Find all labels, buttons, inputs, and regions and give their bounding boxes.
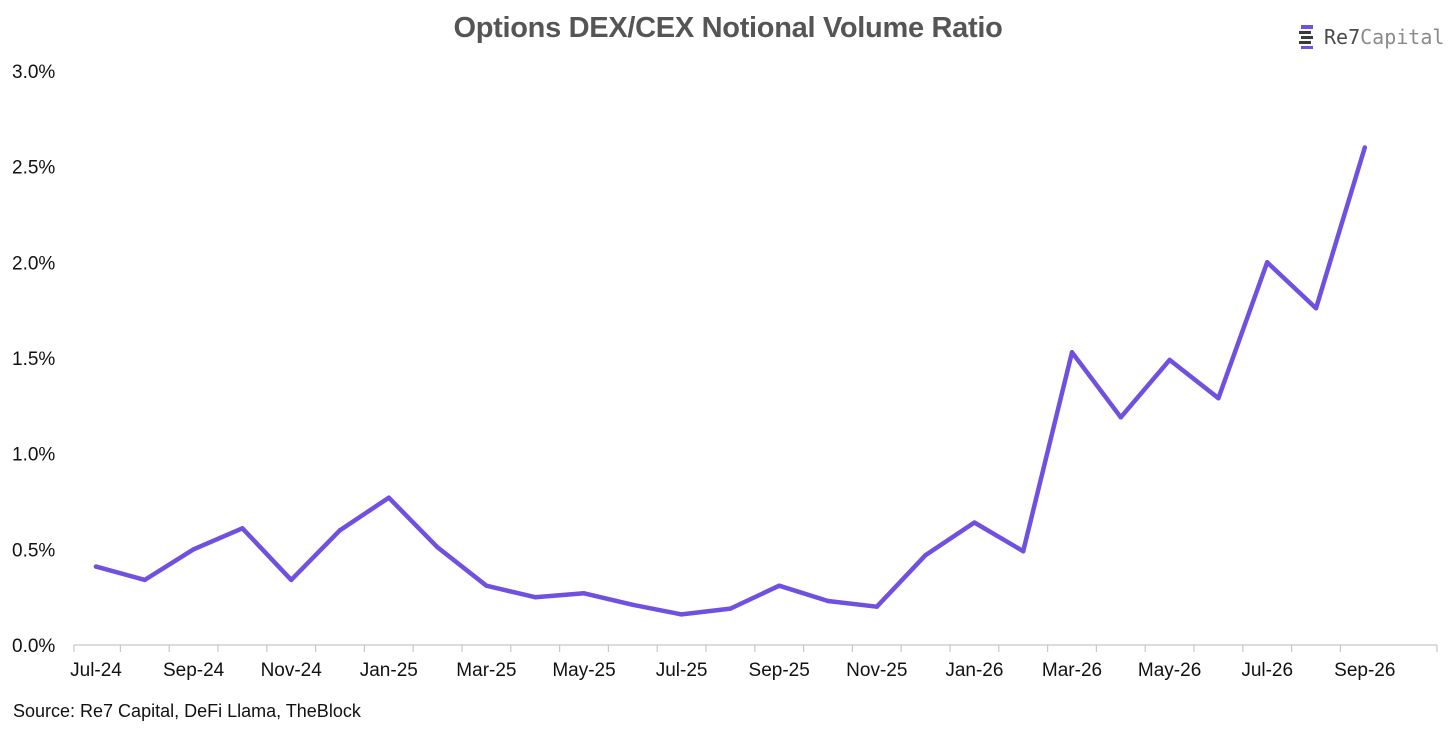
data-point bbox=[825, 598, 831, 604]
y-tick-label: 1.5% bbox=[12, 349, 55, 370]
series-line bbox=[93, 145, 1368, 617]
data-point bbox=[1167, 357, 1172, 363]
x-tick-label: Nov-25 bbox=[846, 660, 907, 681]
chart-title: Options DEX/CEX Notional Volume Ratio bbox=[453, 12, 1003, 44]
x-tick-label: Sep-26 bbox=[1334, 660, 1395, 681]
x-tick-label: Jul-25 bbox=[656, 660, 708, 681]
data-point bbox=[93, 564, 99, 569]
data-point bbox=[581, 591, 587, 596]
y-tick-label: 0.5% bbox=[12, 540, 55, 561]
data-point bbox=[630, 602, 635, 608]
data-point bbox=[923, 552, 928, 558]
x-tick-label: Sep-25 bbox=[749, 660, 810, 681]
logo-brand: Re7 bbox=[1324, 25, 1361, 49]
data-point bbox=[777, 583, 782, 588]
x-tick-label: May-26 bbox=[1138, 660, 1201, 681]
source-note: Source: Re7 Capital, DeFi Llama, TheBloc… bbox=[13, 701, 361, 721]
data-point bbox=[142, 577, 147, 583]
x-tick-label: Jul-24 bbox=[70, 660, 122, 681]
y-tick-label: 2.0% bbox=[12, 253, 55, 274]
x-tick-label: Mar-26 bbox=[1042, 660, 1102, 681]
brand-logo: Re7Capital bbox=[1298, 22, 1444, 52]
x-axis: Jul-24 Sep-24 Nov-24 Jan-25 Mar-25 May-25 Jul-… bbox=[70, 644, 1438, 681]
data-point bbox=[972, 520, 977, 525]
x-tick-label: Jan-25 bbox=[360, 660, 418, 681]
data-point bbox=[289, 577, 294, 583]
data-point bbox=[240, 526, 245, 531]
y-tick-label: 3.0% bbox=[12, 62, 55, 83]
data-point bbox=[728, 606, 733, 611]
data-point bbox=[191, 547, 196, 552]
logo-suffix: Capital bbox=[1360, 25, 1445, 49]
data-point bbox=[1216, 395, 1221, 401]
data-point bbox=[679, 612, 684, 617]
data-point bbox=[1069, 350, 1075, 355]
x-tick-label: May-25 bbox=[552, 660, 615, 681]
x-tick-label: Sep-24 bbox=[163, 660, 225, 681]
y-tick-label: 1.0% bbox=[12, 445, 55, 466]
data-point bbox=[484, 583, 489, 588]
data-point bbox=[386, 495, 391, 500]
data-point bbox=[874, 604, 879, 609]
data-point bbox=[1362, 145, 1368, 150]
x-tick-label: Jul-26 bbox=[1241, 660, 1293, 681]
data-point bbox=[1021, 549, 1026, 554]
data-point bbox=[1118, 415, 1124, 420]
data-point bbox=[1313, 306, 1319, 311]
x-tick-label: Mar-25 bbox=[456, 660, 516, 681]
data-point bbox=[1265, 260, 1270, 265]
x-tick-label: Nov-24 bbox=[261, 660, 323, 681]
y-axis: 0.0% 0.5% 1.0% 1.5% 2.0% 2.5% 3.0% bbox=[12, 62, 55, 657]
data-point bbox=[533, 594, 538, 600]
y-tick-label: 2.5% bbox=[12, 158, 55, 179]
logo-wordmark: Re7Capital bbox=[1324, 25, 1444, 49]
y-tick-label: 0.0% bbox=[12, 636, 55, 657]
data-point bbox=[435, 545, 440, 550]
re7-logo-icon bbox=[1299, 25, 1313, 49]
series bbox=[93, 145, 1368, 617]
x-tick-label: Jan-26 bbox=[945, 660, 1003, 681]
data-point bbox=[337, 528, 343, 533]
